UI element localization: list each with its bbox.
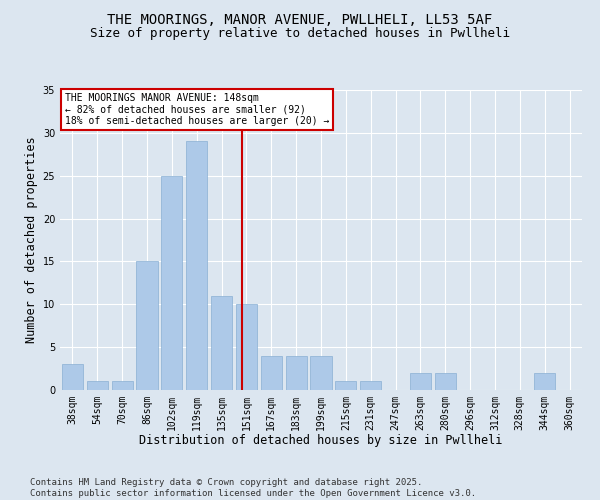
Text: THE MOORINGS MANOR AVENUE: 148sqm
← 82% of detached houses are smaller (92)
18% : THE MOORINGS MANOR AVENUE: 148sqm ← 82% … [65,93,329,126]
Text: THE MOORINGS, MANOR AVENUE, PWLLHELI, LL53 5AF: THE MOORINGS, MANOR AVENUE, PWLLHELI, LL… [107,12,493,26]
Bar [112,382,133,390]
Bar [435,373,456,390]
Text: Contains HM Land Registry data © Crown copyright and database right 2025.
Contai: Contains HM Land Registry data © Crown c… [30,478,476,498]
Bar [87,382,108,390]
Bar [534,373,555,390]
Bar [211,296,232,390]
Bar [136,262,158,390]
Bar [62,364,83,390]
Y-axis label: Number of detached properties: Number of detached properties [25,136,38,344]
Bar [186,142,207,390]
Bar [261,356,282,390]
Bar [310,356,332,390]
Bar [161,176,182,390]
Text: Size of property relative to detached houses in Pwllheli: Size of property relative to detached ho… [90,28,510,40]
Bar [410,373,431,390]
Bar [360,382,381,390]
Bar [286,356,307,390]
X-axis label: Distribution of detached houses by size in Pwllheli: Distribution of detached houses by size … [139,434,503,448]
Bar [335,382,356,390]
Bar [236,304,257,390]
